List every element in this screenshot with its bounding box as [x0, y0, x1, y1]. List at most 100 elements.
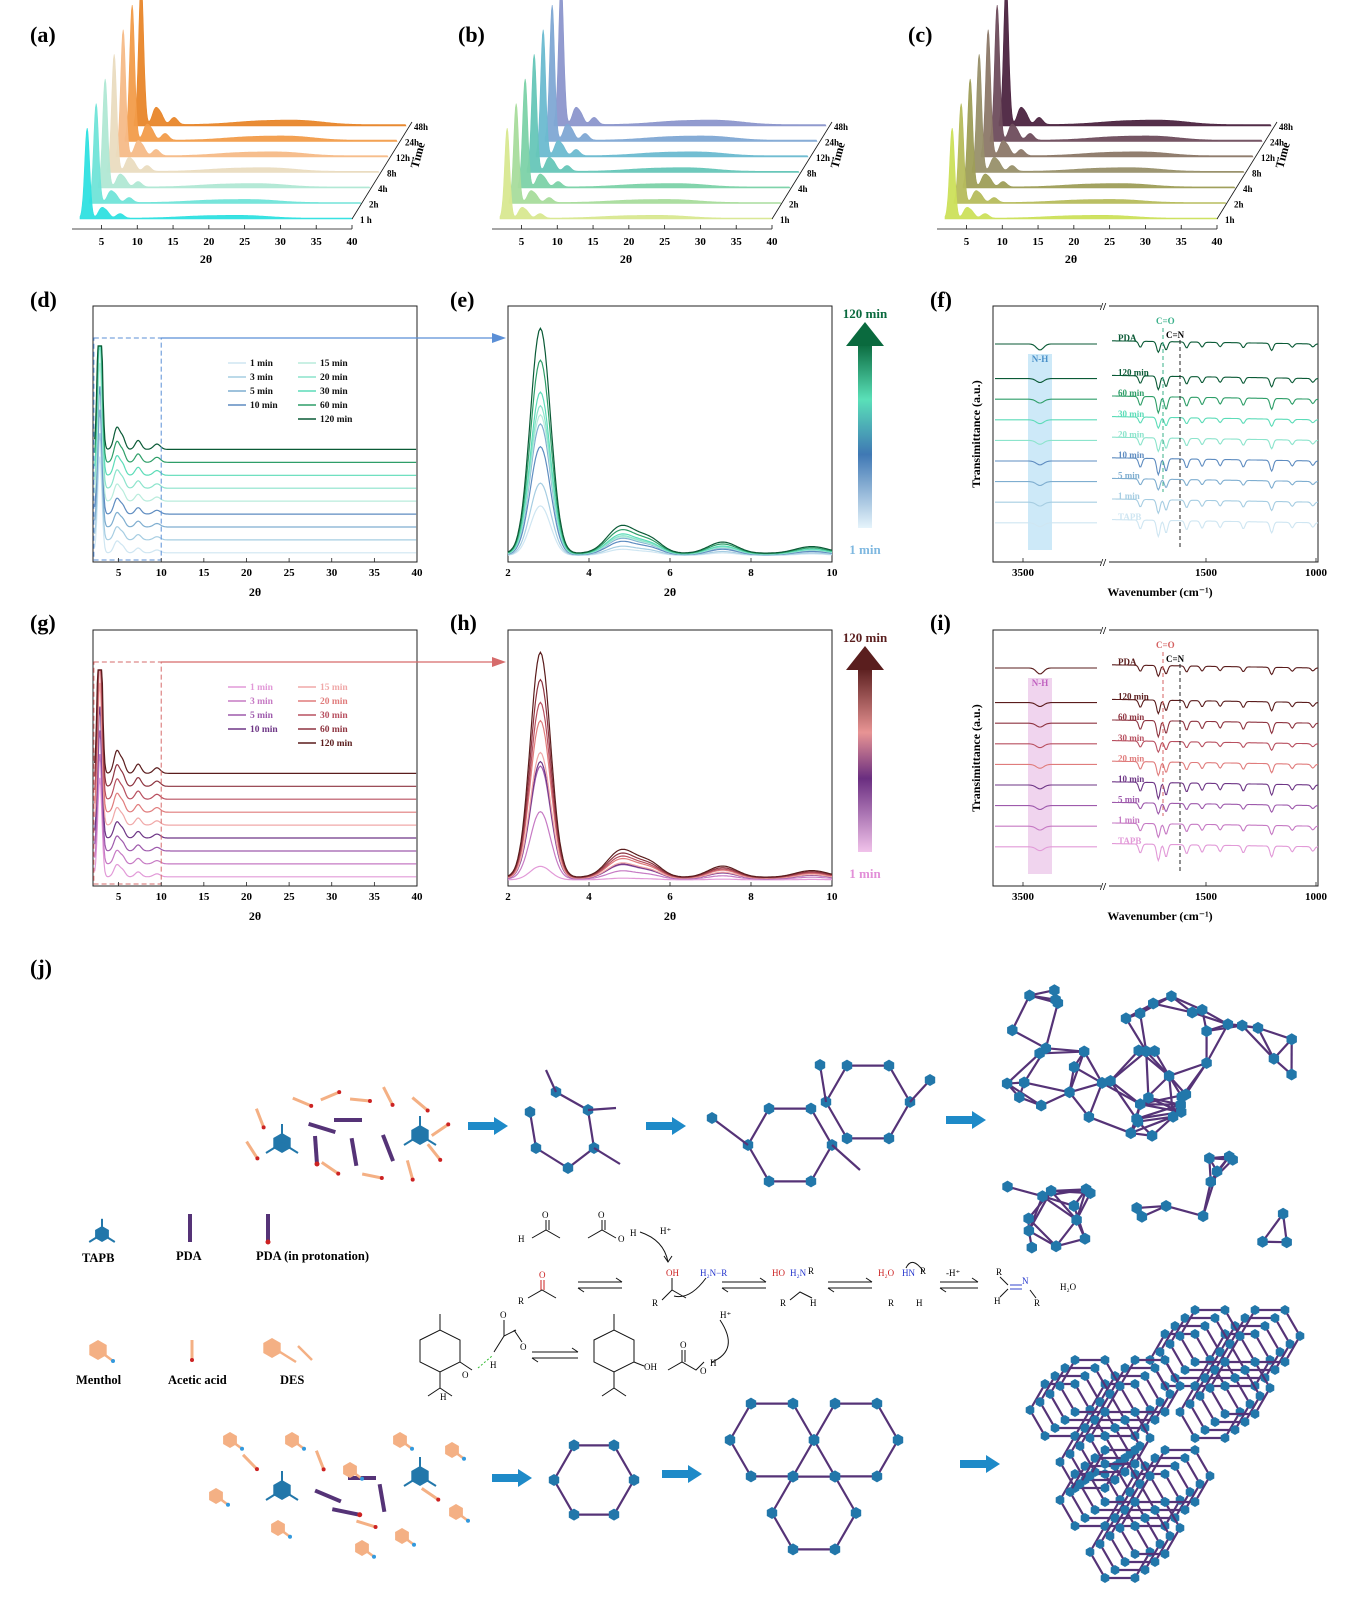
proton [357, 1512, 362, 1517]
annotation-co: C=O [1156, 316, 1175, 326]
acid-molecule [247, 1142, 258, 1159]
legend-label: 3 min [250, 697, 274, 707]
pda-link [889, 1102, 910, 1138]
tapb-node [1080, 1233, 1090, 1245]
acid-proton [322, 1467, 326, 1471]
chem-r-5: R [920, 1266, 926, 1276]
chem-h-6: H [440, 1392, 447, 1402]
acid-proton [438, 1158, 442, 1162]
ftir-series-label: 60 min [1118, 388, 1144, 398]
pda-link [826, 1066, 847, 1102]
acid-proton [255, 1156, 259, 1160]
x-tick-label: 20 [203, 236, 215, 248]
acid-molecule [362, 1174, 382, 1178]
chem-r-6: R [888, 1298, 894, 1308]
x-tick-label: 1000 [1305, 567, 1328, 579]
chem-h-8: H [710, 1358, 717, 1368]
pda-link [1102, 1083, 1140, 1104]
x-tick-label: 5 [519, 236, 525, 248]
series-label: 1h [780, 215, 790, 225]
chem-o-1: O [542, 1210, 549, 1220]
menthol-oh [288, 1535, 292, 1539]
x-tick-label: 15 [168, 236, 180, 248]
acid-proton [262, 1125, 266, 1129]
acid-proton [190, 1358, 194, 1362]
annotation-cn: C=N [1166, 654, 1185, 664]
menthol-molecule [445, 1442, 459, 1458]
menthol-oh [462, 1457, 466, 1461]
x-axis-title: Wavenumber (cm⁻¹) [1107, 909, 1212, 923]
tapb-node [1024, 990, 1034, 1002]
pda-link [772, 1477, 793, 1513]
ftir-series-label: TAPB [1118, 836, 1141, 846]
panel-label-h: (h) [450, 610, 477, 635]
menthol-molecule [449, 1504, 463, 1520]
acid-molecule [293, 1098, 311, 1106]
pda-link [793, 1404, 814, 1440]
pda-link [877, 1404, 898, 1440]
pda-link [1185, 1458, 1200, 1484]
axis-break-mark-top: // [1099, 301, 1107, 313]
pda-link [1089, 1117, 1131, 1133]
des-menthol [263, 1338, 280, 1358]
x-tick-label: 5 [99, 236, 105, 248]
legend-label: 5 min [250, 387, 274, 397]
ftir-series-label: 60 min [1118, 712, 1144, 722]
pda-link [1235, 1378, 1250, 1404]
series-label: 2h [1234, 200, 1244, 210]
ftir-series-label: 5 min [1118, 471, 1140, 481]
ftir-trace-right [1112, 844, 1318, 861]
acid-molecule [422, 1488, 439, 1499]
tapb-node [563, 1162, 573, 1174]
legend-label: 60 min [320, 401, 348, 411]
process-arrow-top-2-head [672, 1117, 686, 1135]
ftir-trace-right [1112, 823, 1318, 837]
process-arrow-bottom-3 [960, 1460, 986, 1468]
x-tick-label: 25 [659, 236, 671, 248]
acid-proton [374, 1525, 378, 1529]
pda-link [877, 1440, 898, 1476]
ftir-series-label: 1 min [1118, 491, 1140, 501]
legend-menthol: Menthol [76, 1373, 122, 1387]
x-tick-label: 3500 [1012, 567, 1035, 579]
ftir-trace-right [1112, 499, 1318, 513]
ftir-trace-right [1112, 520, 1318, 537]
acid-molecule [407, 1160, 412, 1179]
legend-pda: PDA [176, 1249, 202, 1263]
legend-label: 60 min [320, 725, 348, 735]
proton [266, 1240, 271, 1245]
pda-link [772, 1513, 793, 1549]
ftir-series-label: 20 min [1118, 429, 1144, 439]
chem-hn: HN [902, 1268, 915, 1278]
acid-proton [255, 1467, 259, 1471]
x-axis-title: 2θ [200, 252, 212, 266]
pda-link [1200, 1396, 1215, 1422]
nh-band [1028, 678, 1052, 874]
menthol-oh [226, 1503, 230, 1507]
axis-break-mask [1101, 304, 1109, 564]
axis-break-mask [1101, 628, 1109, 888]
tapb-node [1027, 1242, 1037, 1254]
ftir-series-label: 10 min [1118, 450, 1144, 460]
pda-link [1110, 1536, 1125, 1562]
x-tick-label: 35 [369, 891, 381, 903]
pda-molecule [332, 1509, 359, 1515]
depth-axis [1217, 122, 1277, 219]
chem-oh-1: OH [666, 1268, 679, 1278]
chem-o-3: O [618, 1234, 625, 1244]
process-arrow-top-3-head [972, 1111, 986, 1129]
x-tick-label: 40 [767, 236, 779, 248]
chem-h-5: H [994, 1296, 1001, 1306]
x-tick-label: 10 [132, 236, 144, 248]
menthol-molecule [393, 1432, 407, 1448]
chem-r-2: R [652, 1298, 658, 1308]
series-label: 2h [369, 200, 379, 210]
chem-r-1: R [518, 1296, 524, 1306]
pda-link [1008, 1187, 1043, 1197]
x-tick-label: 15 [588, 236, 600, 248]
x-tick-label: 10 [156, 567, 168, 579]
waterfall-trace [554, 0, 826, 126]
